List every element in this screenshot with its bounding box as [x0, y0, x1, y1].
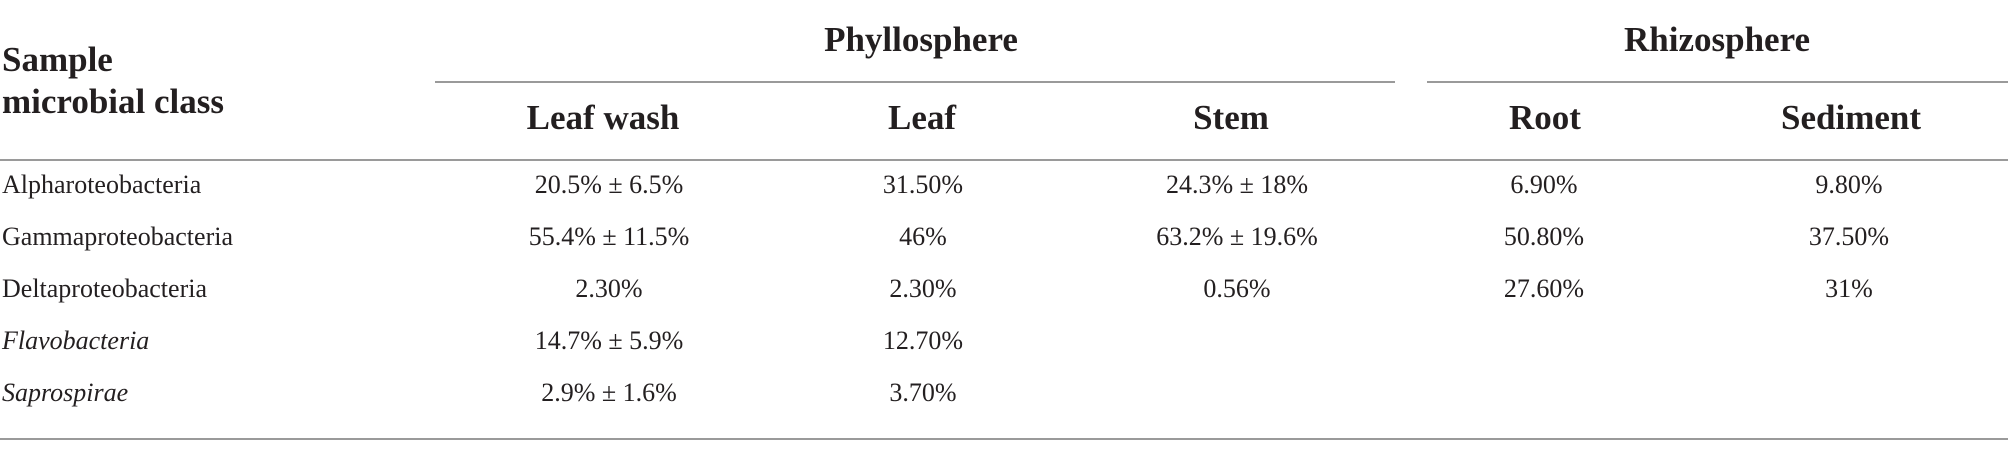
row-label-deltaproteobacteria: Deltaproteobacteria: [2, 274, 207, 303]
row-label-saprospirae: Saprospirae: [2, 378, 129, 407]
table-cell: 46%: [899, 222, 947, 251]
column-header-root: Root: [1509, 98, 1581, 137]
row-header-title-line2: microbial class: [2, 82, 224, 121]
table-cell: 6.90%: [1510, 170, 1578, 199]
table-cell: 63.2% ± 19.6%: [1156, 222, 1318, 251]
column-header-stem: Stem: [1193, 98, 1269, 137]
table-cell: 31.50%: [882, 170, 964, 199]
column-header-sediment: Sediment: [1781, 98, 1921, 137]
table-cell: 0.56%: [1203, 274, 1271, 303]
group-rule-rhizosphere: [1427, 81, 2008, 83]
table-cell: 24.3% ± 18%: [1165, 170, 1309, 199]
row-label-alphaproteobacteria: Alpharoteobacteria: [2, 170, 202, 199]
table-cell: 55.4% ± 11.5%: [528, 222, 690, 251]
table-cell: 3.70%: [889, 378, 957, 407]
table-cell: 50.80%: [1503, 222, 1585, 251]
table-cell: 14.7% ± 5.9%: [534, 326, 684, 355]
row-label-flavobacteria: Flavobacteria: [2, 326, 150, 355]
row-label-gammaproteobacteria: Gammaproteobacteria: [2, 222, 233, 251]
table-cell: 2.9% ± 1.6%: [541, 378, 677, 407]
row-header-title-line1: Sample: [2, 40, 113, 79]
table-cell: 37.50%: [1808, 222, 1890, 251]
column-header-leaf: Leaf: [887, 98, 957, 137]
table-cell: 20.5% ± 6.5%: [534, 170, 684, 199]
table-cell: 2.30%: [889, 274, 957, 303]
group-header-rhizosphere: Rhizosphere: [1623, 20, 1811, 59]
group-rule-phyllosphere: [435, 81, 1395, 83]
table-bottom-rule: [0, 438, 2008, 440]
table-cell: 12.70%: [882, 326, 964, 355]
table-cell: 9.80%: [1815, 170, 1883, 199]
table-cell: 2.30%: [575, 274, 643, 303]
table-cell: 31%: [1825, 274, 1873, 303]
header-rule: [0, 159, 2008, 161]
table-cell: 27.60%: [1503, 274, 1585, 303]
column-header-leaf-wash: Leaf wash: [526, 98, 680, 137]
group-header-phyllosphere: Phyllosphere: [824, 20, 1018, 59]
